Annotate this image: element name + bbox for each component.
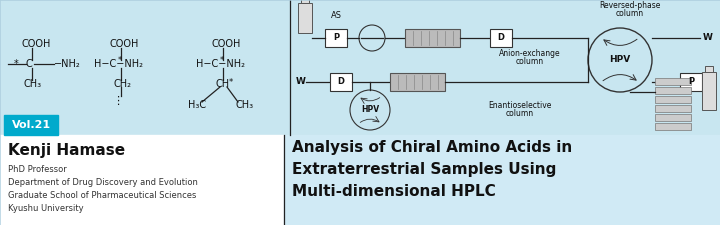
Circle shape [588,28,652,92]
Bar [655,87,691,94]
Text: Enantioselective: Enantioselective [488,101,552,110]
Text: Extraterrestrial Samples Using: Extraterrestrial Samples Using [292,162,557,177]
Text: HPV: HPV [361,106,379,115]
Bar [655,105,691,112]
Text: *: * [229,77,233,86]
Text: column: column [506,108,534,117]
Bar [680,73,702,91]
Bar [4,115,58,135]
Text: −NH₂: −NH₂ [54,59,81,69]
Bar [325,29,347,47]
Text: CH₃: CH₃ [236,100,254,110]
Text: D: D [338,77,344,86]
Text: *: * [14,59,19,69]
Text: H−C−NH₂: H−C−NH₂ [94,59,143,69]
Text: COOH: COOH [212,39,241,49]
Bar [655,114,691,121]
Bar [298,3,312,33]
Text: column: column [516,58,544,67]
Text: H₃C: H₃C [188,100,206,110]
Text: HPV: HPV [609,56,631,65]
Text: CH: CH [216,79,230,89]
Bar [0,0,720,135]
Text: *: * [220,56,224,65]
Text: Anion-exchange: Anion-exchange [499,50,561,58]
Bar [655,96,691,103]
Text: P: P [333,34,339,43]
Text: *: * [118,56,122,65]
Text: P: P [688,77,694,86]
Text: CH₂: CH₂ [113,79,131,89]
Bar [284,135,720,225]
Text: ⋮: ⋮ [112,96,123,106]
Text: CH₃: CH₃ [24,79,42,89]
Text: C: C [26,59,32,69]
Bar [0,135,284,225]
Circle shape [350,90,390,130]
Text: PhD Professor: PhD Professor [8,165,67,174]
Text: Graduate School of Pharmaceutical Sciences: Graduate School of Pharmaceutical Scienc… [8,191,197,200]
Text: W: W [296,77,306,86]
Text: column: column [616,9,644,18]
Text: Kenji Hamase: Kenji Hamase [8,143,125,158]
Bar [702,72,716,110]
Text: Reversed-phase: Reversed-phase [599,2,661,11]
Text: Vol.21: Vol.21 [12,120,50,130]
Bar [490,29,512,47]
Text: Department of Drug Discovery and Evolution: Department of Drug Discovery and Evoluti… [8,178,198,187]
Text: COOH: COOH [22,39,51,49]
Bar [705,66,713,72]
Text: COOH: COOH [110,39,140,49]
Text: D: D [498,34,505,43]
Text: Analysis of Chiral Amino Acids in: Analysis of Chiral Amino Acids in [292,140,572,155]
Text: Multi-dimensional HPLC: Multi-dimensional HPLC [292,184,496,199]
Bar [655,123,691,130]
Bar [390,73,445,91]
Circle shape [359,25,385,51]
Bar [330,73,352,91]
Text: W: W [703,34,713,43]
Bar [301,0,309,3]
Text: AS: AS [330,11,341,20]
Bar [405,29,460,47]
Bar [655,78,691,85]
Text: Kyushu University: Kyushu University [8,204,84,213]
Text: H−C−NH₂: H−C−NH₂ [196,59,245,69]
